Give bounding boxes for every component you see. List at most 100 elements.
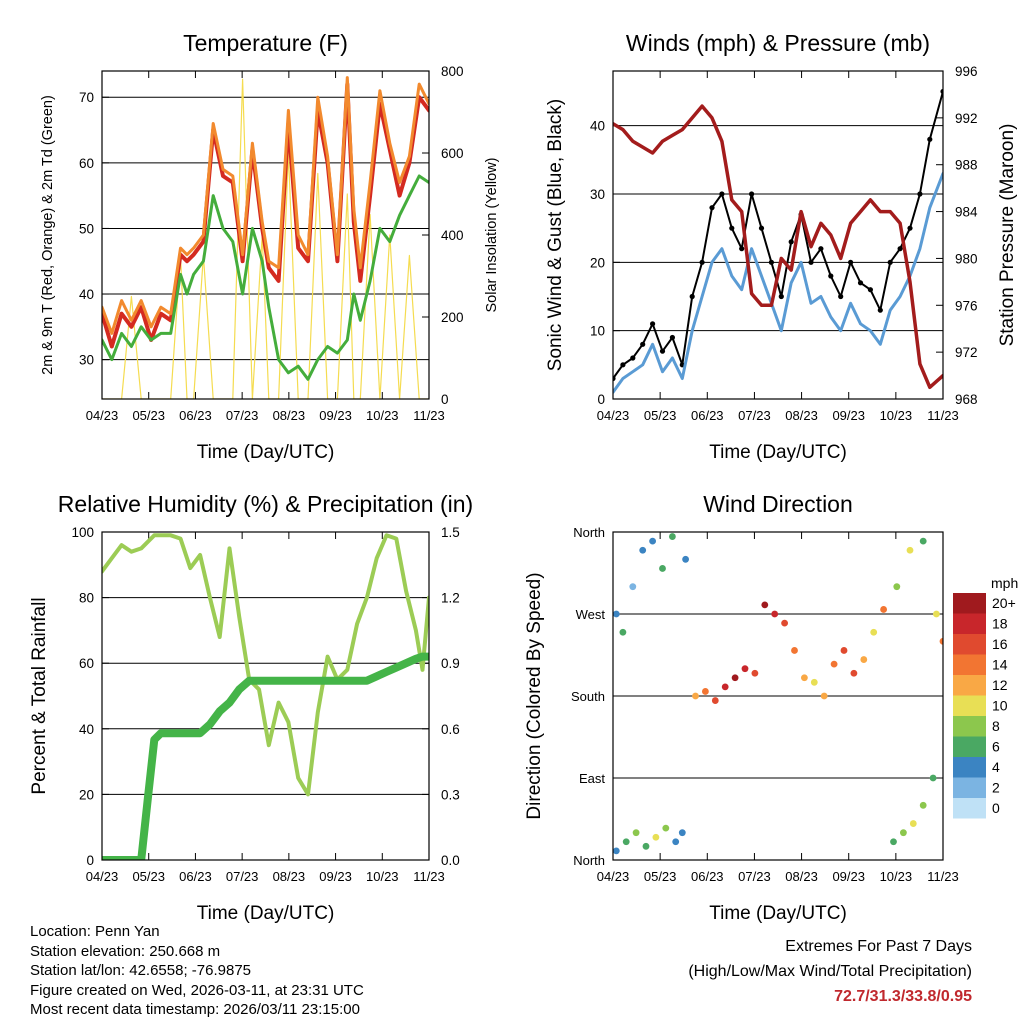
x-tick-label: 06/23 [179,408,212,423]
direction-point [771,610,779,618]
y-right-tick-label: 1.2 [441,591,460,606]
extremes-title: Extremes For Past 7 Days [785,938,972,955]
direction-point [642,842,650,850]
legend-swatch [953,757,986,778]
direction-point [810,678,818,686]
direction-point [662,824,670,832]
gust-point [640,341,646,347]
panel-title: Temperature (F) [183,30,348,56]
gust-point [857,280,864,286]
y-right-tick-label: 988 [955,158,978,173]
gust-point [818,246,824,252]
direction-point [682,555,689,563]
series-sonic-wind [613,172,943,394]
gust-point [848,259,854,265]
direction-point [791,647,798,654]
legend-label: 20+ [992,595,1016,611]
x-axis-label: Time (Day/UTC) [709,442,847,463]
legend-title: mph [991,575,1018,591]
wind-direction-panel: Wind DirectionNorthEastSouthWestNorth04/… [524,491,959,924]
gust-point [867,287,874,293]
y-right-tick-label: 992 [955,111,978,126]
x-tick-label: 07/23 [738,408,771,423]
gust-point [669,334,676,341]
gust-point [778,293,784,300]
speed-color-legend: mph 20+ 18 16 14 12 10 8 6 4 2 0 [953,575,1018,819]
winds-pressure-panel: Winds (mph) & Pressure (mb) 0 10 20 30 40 968 9… [545,30,1018,463]
y-tick-label: East [579,771,605,786]
direction-point [751,669,759,677]
gust-point [768,259,775,265]
direction-point [893,583,901,591]
x-tick-label: 06/23 [691,408,724,423]
gust-point [940,88,943,95]
x-tick-label: 06/23 [691,869,724,884]
direction-point [721,683,729,691]
direction-point [820,692,828,700]
legend-swatch [953,695,986,716]
series-dewpoint [102,174,429,381]
legend-label: 4 [992,759,1000,775]
gust-point [927,136,933,142]
gust-point [699,259,705,265]
x-tick-label: 04/23 [86,869,119,884]
gust-point [877,307,883,313]
plot-area [102,76,429,399]
series-9m-temperature [102,76,429,335]
direction-point [830,660,838,668]
y-right-axis-label: Station Pressure (Maroon) [997,124,1018,347]
y-right-tick-label: 0.0 [441,853,460,868]
gust-point [620,362,626,368]
legend-swatch [953,593,986,614]
station-location: Location: Penn Yan [30,923,160,940]
x-tick-label: 11/23 [927,869,959,884]
y-tick-label: 10 [590,324,605,339]
direction-point [761,601,769,609]
x-axis-label: Time (Day/UTC) [709,903,847,924]
series-relative-humidity [102,533,429,797]
gust-point [650,321,656,327]
gust-point [887,259,893,265]
x-tick-label: 10/23 [880,408,913,423]
legend-swatch [953,634,986,655]
recent-timestamp: Most recent data timestamp: 2026/03/11 2… [30,1001,360,1018]
extremes-values: 72.7/31.3/33.8/0.95 [834,988,972,1005]
x-tick-label: 05/23 [132,408,165,423]
y-right-tick-label: 200 [441,310,464,325]
plot-area [102,533,429,860]
gust-point [630,355,636,361]
gust-point [828,273,834,279]
figure-created: Figure created on Wed, 2026-03-11, at 23… [30,981,364,999]
series-gust [613,90,943,380]
y-axis-label: Percent & Total Rainfall [29,597,50,794]
y-tick-label: 40 [79,722,94,737]
x-tick-label: 09/23 [319,869,352,884]
y-right-tick-label: 968 [955,392,978,407]
legend-swatch [953,777,986,798]
direction-point [860,656,868,663]
x-tick-label: 07/23 [226,408,259,423]
y-tick-label: 70 [79,90,94,105]
legend-swatch [953,798,986,819]
gust-point [719,191,725,197]
x-tick-label: 10/23 [880,869,913,884]
gust-point [613,375,616,382]
panel-title: Relative Humidity (%) & Precipitation (i… [58,491,473,517]
x-tick-label: 11/23 [927,408,959,423]
direction-point [741,665,749,673]
direction-point [909,820,917,827]
y-tick-label: 0 [597,392,605,407]
y-right-tick-label: 400 [441,228,464,243]
gust-point [758,225,765,231]
y-tick-label: 50 [79,221,94,236]
y-axis-label: Sonic Wind & Gust (Blue, Black) [545,99,566,371]
gust-point [729,225,735,231]
direction-point [850,669,858,677]
x-tick-label: 10/23 [366,869,399,884]
station-latlon: Station lat/lon: 42.6558; -76.9875 [30,962,252,979]
y-right-tick-label: 996 [955,64,978,79]
legend-label: 14 [992,657,1008,673]
temperature-panel: Temperature (F) 30 40 50 60 70 0 200 400 600 800 04… [40,30,500,463]
series-station-pressure [613,104,943,390]
x-axis-label: Time (Day/UTC) [197,442,335,463]
